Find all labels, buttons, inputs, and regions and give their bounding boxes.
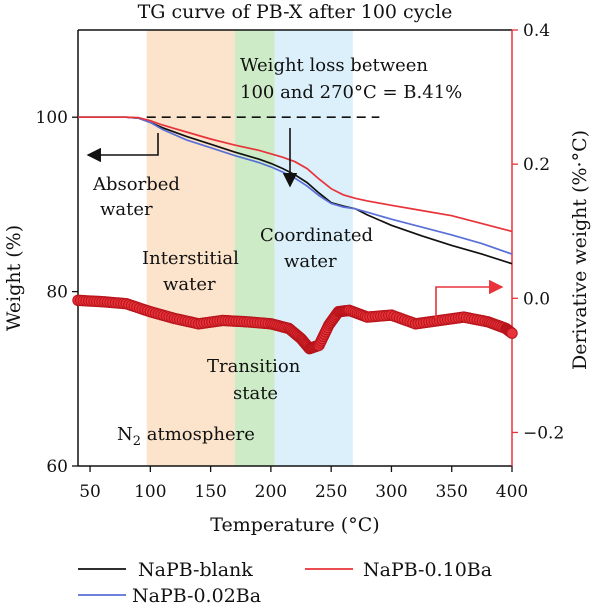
- x-axis-label: Temperature (°C): [210, 514, 379, 536]
- x-tick-label-50: 50: [79, 482, 101, 502]
- chart-title: TG curve of PB-X after 100 cycle: [138, 1, 453, 23]
- x-tick-label-200: 200: [255, 482, 287, 502]
- y-left-tick-label-80: 80: [46, 283, 68, 303]
- series-napb-0-10ba: [78, 116, 513, 233]
- annotation-atmosphere: N2 atmosphere: [117, 424, 255, 449]
- annotation-weight-loss-1: Weight loss between: [240, 55, 428, 76]
- y-right-tick-label-3: 0.4: [523, 21, 550, 41]
- x-tick-label-300: 300: [375, 482, 407, 502]
- annotation-coordinated-1: Coordinated: [260, 225, 373, 246]
- x-tick-label-250: 250: [315, 482, 347, 502]
- legend-label-napb-0-02ba: NaPB-0.02Ba: [132, 585, 261, 607]
- legend-label-napb-blank: NaPB-blank: [138, 559, 253, 581]
- x-tick-label-100: 100: [134, 482, 166, 502]
- y-left-axis-label: Weight (%): [3, 225, 25, 331]
- annotation-transition-1: Transition: [207, 356, 301, 377]
- y-right-tick-label-2: 0.2: [523, 155, 550, 175]
- dtg-right-axis-arrow: [435, 279, 504, 318]
- annotation-weight-loss-2: 100 and 270°C = B.41%: [240, 82, 462, 103]
- series-dtg-markers: [72, 294, 518, 355]
- annotation-coordinated-2: water: [284, 251, 337, 272]
- legend-label-napb-0-10ba: NaPB-0.10Ba: [363, 559, 492, 581]
- region-3: [274, 30, 353, 466]
- annotation-absorbed-2: water: [100, 199, 153, 220]
- y-left-tick-label-100: 100: [36, 108, 68, 128]
- annotation-interstitial-2: water: [163, 274, 216, 295]
- annotation-transition-2: state: [233, 383, 278, 404]
- x-tick-label-400: 400: [496, 482, 528, 502]
- dtg-point: [506, 327, 518, 339]
- y-left-tick-label-60: 60: [46, 457, 68, 477]
- x-tick-label-350: 350: [435, 482, 467, 502]
- y-right-tick-label-1: 0.0: [523, 289, 550, 309]
- y-right-tick-label-0: −0.2: [523, 423, 564, 443]
- region-1: [146, 30, 235, 466]
- x-tick-label-150: 150: [194, 482, 226, 502]
- region-2: [234, 30, 275, 466]
- y-right-axis-label: Derivative weight (%·°C): [569, 130, 591, 370]
- annotation-absorbed-1: Absorbed: [92, 174, 180, 195]
- absorbed-water-arrow: [86, 133, 159, 163]
- annotation-interstitial-1: Interstitial: [142, 248, 239, 269]
